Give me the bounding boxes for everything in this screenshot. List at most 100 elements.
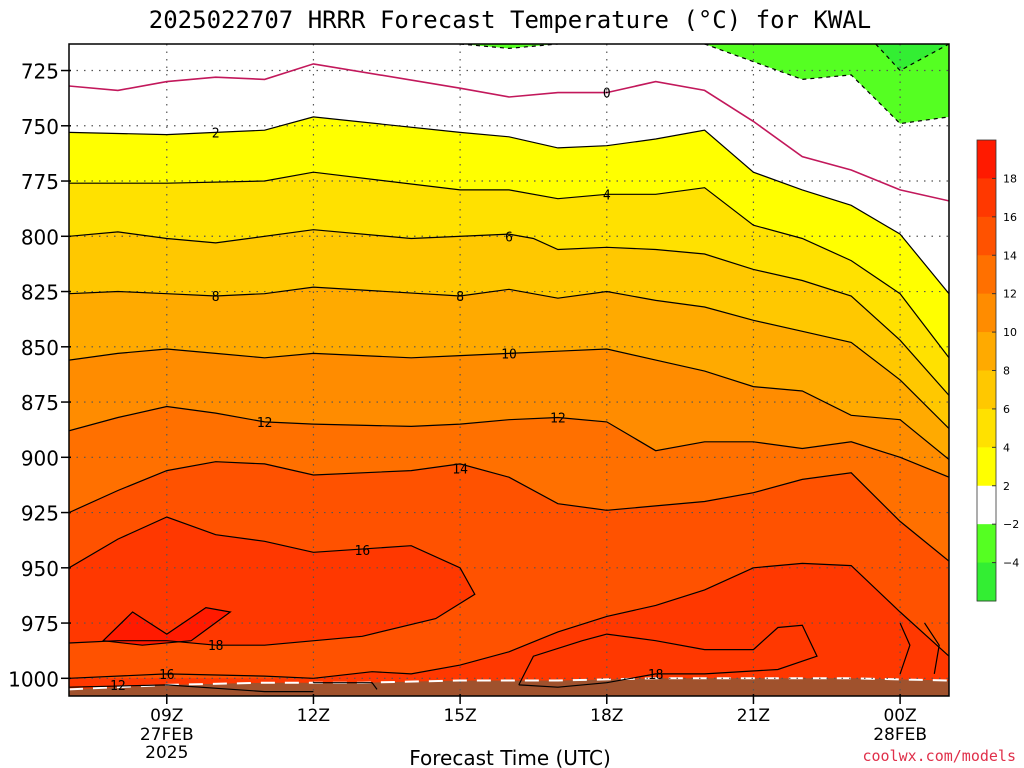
y-tick-label-975: 975 — [21, 612, 59, 636]
credit-text: coolwx.com/models — [862, 747, 1016, 765]
isotherm-label-10: 10 — [501, 347, 517, 362]
isotherm-label-group-10: 16 — [355, 544, 371, 559]
colorbar-swatch-11 — [977, 562, 996, 602]
isotherm-4-5 — [69, 171, 949, 359]
colorbar-label-10: 10 — [1003, 326, 1017, 339]
isotherm-label-6: 6 — [505, 230, 513, 245]
colorbar-label-18: 18 — [1003, 172, 1017, 185]
isotherm--2-1 — [704, 44, 949, 125]
x-axis-label: Forecast Time (UTC) — [409, 746, 611, 768]
isotherm-label-group-0: 0 — [603, 87, 611, 102]
x-tick-label-00Z: 00Z — [883, 706, 916, 726]
isotherm-18-13 — [101, 606, 232, 646]
y-tick-label-850: 850 — [21, 336, 59, 360]
colorbar-swatch-10 — [977, 524, 996, 564]
isotherm-18-19 — [924, 622, 940, 675]
isotherm-0-3 — [69, 63, 949, 202]
y-tick-label-750: 750 — [21, 115, 59, 139]
isotherm-label-group-9: 14 — [452, 462, 468, 477]
x-tick-label-15Z: 15Z — [443, 706, 476, 726]
isotherm-8-7 — [69, 286, 949, 430]
y-tick-label-925: 925 — [21, 502, 59, 526]
isotherm-label-16: 16 — [159, 668, 175, 683]
colorbar-swatch-0 — [977, 140, 996, 179]
fill-band-cold-a — [460, 44, 558, 49]
x-tick-label-09Z: 09Z — [150, 706, 183, 726]
y-tick-label-1000: 1000 — [8, 667, 59, 691]
y-tick-label-775: 775 — [21, 170, 59, 194]
isotherm-label-group-11: 18 — [208, 639, 224, 654]
isotherm-label-16: 16 — [355, 544, 371, 559]
isotherm-14-10 — [69, 461, 949, 562]
y-tick-label-900: 900 — [21, 446, 59, 470]
isotherm-label-8: 8 — [456, 290, 464, 305]
colorbar-label-12: 12 — [1003, 288, 1017, 301]
isotherm-label-12: 12 — [110, 679, 126, 694]
colorbar-label-6: 6 — [1003, 403, 1010, 416]
colorbar-label-−2: −2 — [1003, 518, 1019, 531]
isotherm-label-group-8: 12 — [550, 412, 566, 427]
isotherm-label-14: 14 — [452, 462, 468, 477]
fill-band-16 — [69, 517, 949, 696]
fill-band-cold-b — [704, 44, 949, 124]
isotherm-label-4: 4 — [603, 188, 611, 203]
x-tick-label-12Z: 12Z — [297, 706, 330, 726]
isotherm-6-6 — [69, 229, 949, 396]
y-tick-label-825: 825 — [21, 281, 59, 305]
isotherm-label-2: 2 — [212, 126, 220, 141]
isotherm-label-group-12: 16 — [159, 668, 175, 683]
colorbar-label-16: 16 — [1003, 211, 1017, 224]
isotherm--4-2 — [875, 44, 949, 72]
isotherm-label-18: 18 — [648, 668, 664, 683]
isotherm-label-group-4: 8 — [212, 290, 220, 305]
colorbar-legend: −4 −2 2 4 6 8 10 12 14 16 18 — [976, 139, 1019, 602]
isotherm-16-18 — [899, 622, 911, 675]
colorbar-swatch-3 — [977, 255, 996, 295]
colorbar-swatch-1 — [977, 178, 996, 218]
isotherm-label-group-14: 18 — [648, 668, 664, 683]
isotherm-label-group-2: 4 — [603, 188, 611, 203]
colorbar-label-14: 14 — [1003, 249, 1017, 262]
colorbar-swatch-7 — [977, 408, 996, 448]
x-tick-sublabel-2025: 2025 — [145, 743, 188, 763]
isotherm-contours — [69, 44, 949, 693]
colorbar-label-4: 4 — [1003, 441, 1010, 454]
colorbar-label-2: 2 — [1003, 480, 1010, 493]
fill-band-18 — [103, 607, 231, 646]
isotherm-16-11 — [69, 516, 476, 646]
terrain-edge — [69, 677, 949, 691]
colorbar-swatch-2 — [977, 216, 996, 256]
isotherm-label-group-5: 8 — [456, 290, 464, 305]
isotherm-12-17 — [69, 684, 314, 693]
isotherm-18-14 — [518, 624, 818, 688]
chart-title: 2025022707 HRRR Forecast Temperature (°C… — [149, 6, 871, 34]
colorbar-label-−4: −4 — [1003, 557, 1019, 570]
colorbar-label-8: 8 — [1003, 365, 1010, 378]
colorbar-swatch-9 — [977, 485, 996, 525]
temperature-fill-bands — [69, 44, 949, 696]
isotherm-16-16 — [69, 673, 314, 679]
x-tick-label-21Z: 21Z — [737, 706, 770, 726]
isotherm-label-12: 12 — [257, 416, 273, 431]
y-tick-label-800: 800 — [21, 225, 59, 249]
x-tick-sublabel-28FEB: 28FEB — [873, 725, 927, 745]
isotherm-label-group-13: 12 — [110, 679, 126, 694]
colorbar-swatch-8 — [977, 447, 996, 487]
isotherm-12-9 — [69, 405, 949, 478]
isotherm--2-0 — [460, 44, 558, 50]
x-tick-label-18Z: 18Z — [590, 706, 623, 726]
isotherm-label-8: 8 — [212, 290, 220, 305]
y-tick-label-875: 875 — [21, 391, 59, 415]
isotherm-label-group-3: 6 — [505, 230, 513, 245]
plot-frame — [68, 43, 950, 697]
isotherm-label-group-7: 12 — [257, 416, 273, 431]
isotherm-label-18: 18 — [208, 639, 224, 654]
colorbar-swatch-4 — [977, 293, 996, 333]
isotherm-labels: 0 2 4 6 8 8 10 12 12 14 16 18 16 12 18 — [110, 87, 663, 694]
y-tick-label-725: 725 — [21, 60, 59, 84]
isotherm-2-4 — [69, 116, 949, 295]
colorbar-swatch-5 — [977, 332, 996, 371]
isotherm-18-15 — [313, 682, 378, 690]
